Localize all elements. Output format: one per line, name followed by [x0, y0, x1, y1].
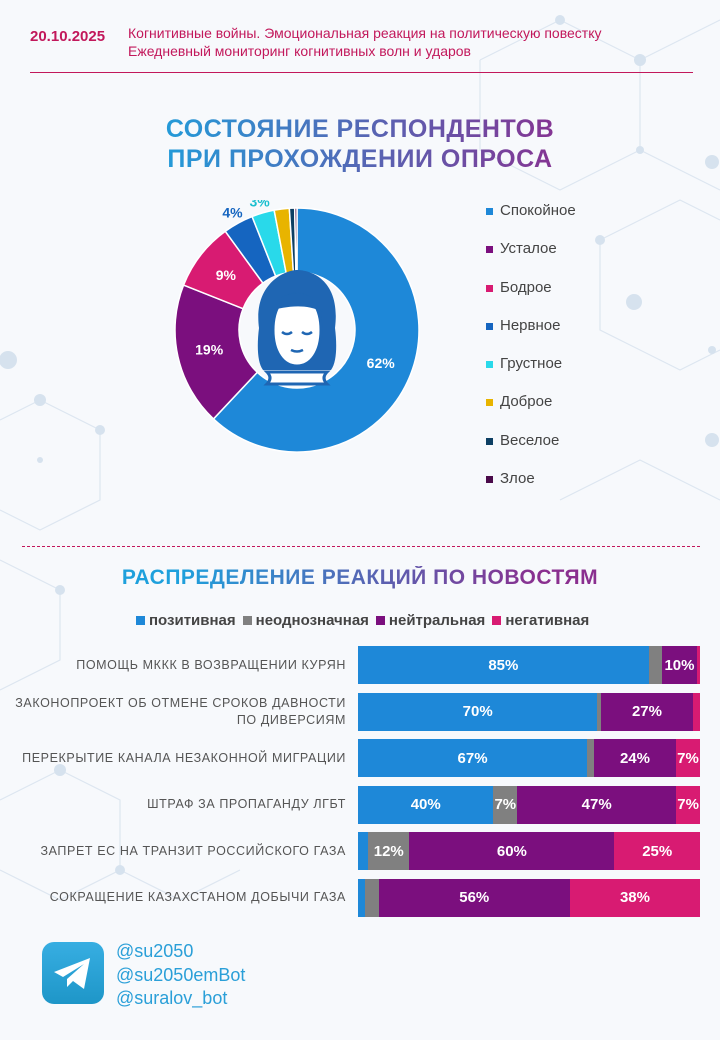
bar-segment-негативная	[693, 692, 700, 731]
telegram-handles: @su2050 @su2050emBot @suralov_bot	[116, 940, 245, 1011]
legend-item: Грустное	[486, 355, 576, 393]
donut-chart: 62% 19% 9% 4% 3%	[174, 200, 420, 453]
bar-category-label: Перекрытие канала незаконной миграции	[22, 750, 346, 765]
bar-legend-item: негативная	[492, 612, 589, 629]
legend-item: Доброе	[486, 393, 576, 431]
legend-label: Доброе	[500, 393, 553, 411]
legend-swatch	[486, 284, 493, 292]
bar-chart-title: РАСПРЕДЕЛЕНИЕ РЕАКЦИЙ ПО НОВОСТЯМ	[0, 566, 720, 590]
bar-legend-item: позитивная	[136, 612, 236, 629]
bar-legend-item: неоднозначная	[242, 612, 369, 629]
bar-segment-нейтральная: 27%	[600, 692, 694, 731]
legend-swatch	[486, 399, 493, 407]
bar-segment-позитивная: 85%	[358, 646, 649, 684]
bar-segment-неоднозначная	[364, 878, 379, 917]
bar-segment-позитивная	[358, 832, 369, 870]
bar-category-label: Сокращение Казахстаном добычи газа	[49, 890, 346, 904]
legend-item: Усталое	[486, 240, 576, 278]
legend-swatch	[486, 208, 493, 215]
bar-segment-неоднозначная	[648, 646, 663, 684]
bar-category-label: Законопроект об отмене сроков давности п…	[15, 695, 346, 727]
bar-category-label: Запрет ЕС на транзит российского газа	[40, 843, 346, 858]
bar-segment-позитивная: 70%	[358, 692, 598, 731]
bar-segment-нейтральная: 56%	[378, 878, 571, 917]
donut-data-label: 62%	[367, 355, 396, 371]
donut-chart-title: СОСТОЯНИЕ РЕСПОНДЕНТОВ ПРИ ПРОХОЖДЕНИИ О…	[0, 114, 720, 174]
bar-segment-позитивная	[358, 878, 365, 917]
bar-category-label: Штраф за пропаганду ЛГБТ	[147, 797, 346, 811]
legend-item: Нервное	[486, 317, 576, 355]
legend-item: Веселое	[486, 432, 576, 470]
donut-data-label: 3%	[249, 200, 270, 209]
bar-segment-позитивная: 67%	[358, 739, 588, 777]
subtitle-line-2: Ежедневный мониторинг когнитивных волн и…	[128, 43, 471, 59]
legend-item: Злое	[486, 470, 576, 508]
donut-slice-2	[174, 284, 259, 420]
telegram-plane-icon	[54, 958, 90, 989]
bar-segment-неоднозначная: 7%	[493, 785, 518, 824]
bar-segment-негативная: 25%	[614, 832, 700, 870]
handle-link[interactable]: @suralov_bot	[116, 988, 228, 1008]
bar-category-label: Помощь МККК в возвращении курян	[76, 657, 346, 672]
donut-legend: Спокойное Усталое Бодрое Нервное Грустное Доб…	[486, 202, 576, 508]
bar-segment-позитивная: 40%	[358, 785, 494, 824]
legend-swatch	[486, 246, 493, 254]
bar-legend-swatch	[492, 616, 502, 625]
report-subtitle: Когнитивные войны. Эмоциональная реакция…	[128, 24, 601, 60]
handle-link[interactable]: @su2050	[116, 941, 194, 961]
legend-label: Спокойное	[500, 202, 576, 219]
bar-segment-негативная: 7%	[676, 785, 700, 824]
bar-segment-неоднозначная	[587, 739, 594, 777]
legend-label: Нервное	[500, 316, 561, 334]
bar-legend-swatch	[375, 616, 385, 625]
donut-slice-1	[212, 207, 420, 453]
handle-link[interactable]: @su2050emBot	[116, 964, 246, 985]
bar-row: 85% 10%	[358, 646, 700, 684]
bar-segment-нейтральная: 24%	[593, 739, 677, 777]
bar-legend-item: нейтральная	[375, 612, 486, 629]
donut-data-label: 9%	[216, 267, 237, 283]
bar-legend-label: позитивная	[149, 612, 236, 629]
legend-swatch	[486, 322, 493, 330]
header-divider	[30, 72, 693, 73]
bar-segment-неоднозначная: 12%	[368, 832, 410, 870]
bar-legend-label: негативная	[505, 612, 590, 629]
legend-item: Спокойное	[486, 202, 576, 240]
bar-row: 56% 38%	[358, 878, 700, 917]
bar-legend-swatch	[242, 616, 252, 625]
bar-row: 40% 7% 47% 7%	[358, 785, 700, 824]
report-date: 20.10.2025	[30, 28, 106, 45]
section-divider	[22, 546, 700, 547]
donut-title-line-2: ПРИ ПРОХОЖДЕНИИ ОПРОСА	[167, 145, 553, 173]
bar-segment-нейтральная: 10%	[662, 646, 697, 684]
bar-row: 67% 24% 7%	[358, 739, 700, 777]
subtitle-line-1: Когнитивные войны. Эмоциональная реакция…	[128, 25, 602, 41]
bar-segment-негативная: 7%	[676, 739, 700, 777]
bar-segment-нейтральная: 47%	[517, 785, 677, 824]
telegram-icon[interactable]	[42, 942, 104, 1004]
bar-legend: позитивная неоднозначная нейтральная негати…	[136, 612, 596, 629]
legend-swatch	[486, 361, 493, 369]
bar-segment-нейтральная: 60%	[409, 832, 615, 870]
bar-legend-label: неоднозначная	[255, 612, 369, 629]
bar-legend-label: нейтральная	[388, 612, 486, 629]
legend-label: Веселое	[500, 431, 560, 449]
bar-legend-swatch	[136, 616, 145, 625]
bar-segment-негативная: 38%	[570, 878, 700, 917]
legend-swatch	[486, 476, 493, 484]
bar-row: 12% 60% 25%	[358, 832, 700, 870]
legend-label: Злое	[500, 470, 535, 488]
legend-label: Бодрое	[500, 278, 552, 296]
legend-label: Грустное	[500, 355, 563, 373]
legend-item: Бодрое	[486, 279, 576, 317]
donut-data-label: 4%	[222, 205, 243, 221]
bar-segment-негативная	[696, 646, 700, 684]
donut-title-line-1: СОСТОЯНИЕ РЕСПОНДЕНТОВ	[165, 115, 555, 143]
donut-data-label: 19%	[195, 342, 224, 358]
woman-face-icon	[257, 270, 337, 386]
bar-segment-неоднозначная	[597, 692, 601, 731]
bar-row: 70% 27%	[358, 692, 700, 731]
legend-swatch	[486, 437, 493, 445]
legend-label: Усталое	[500, 240, 557, 258]
